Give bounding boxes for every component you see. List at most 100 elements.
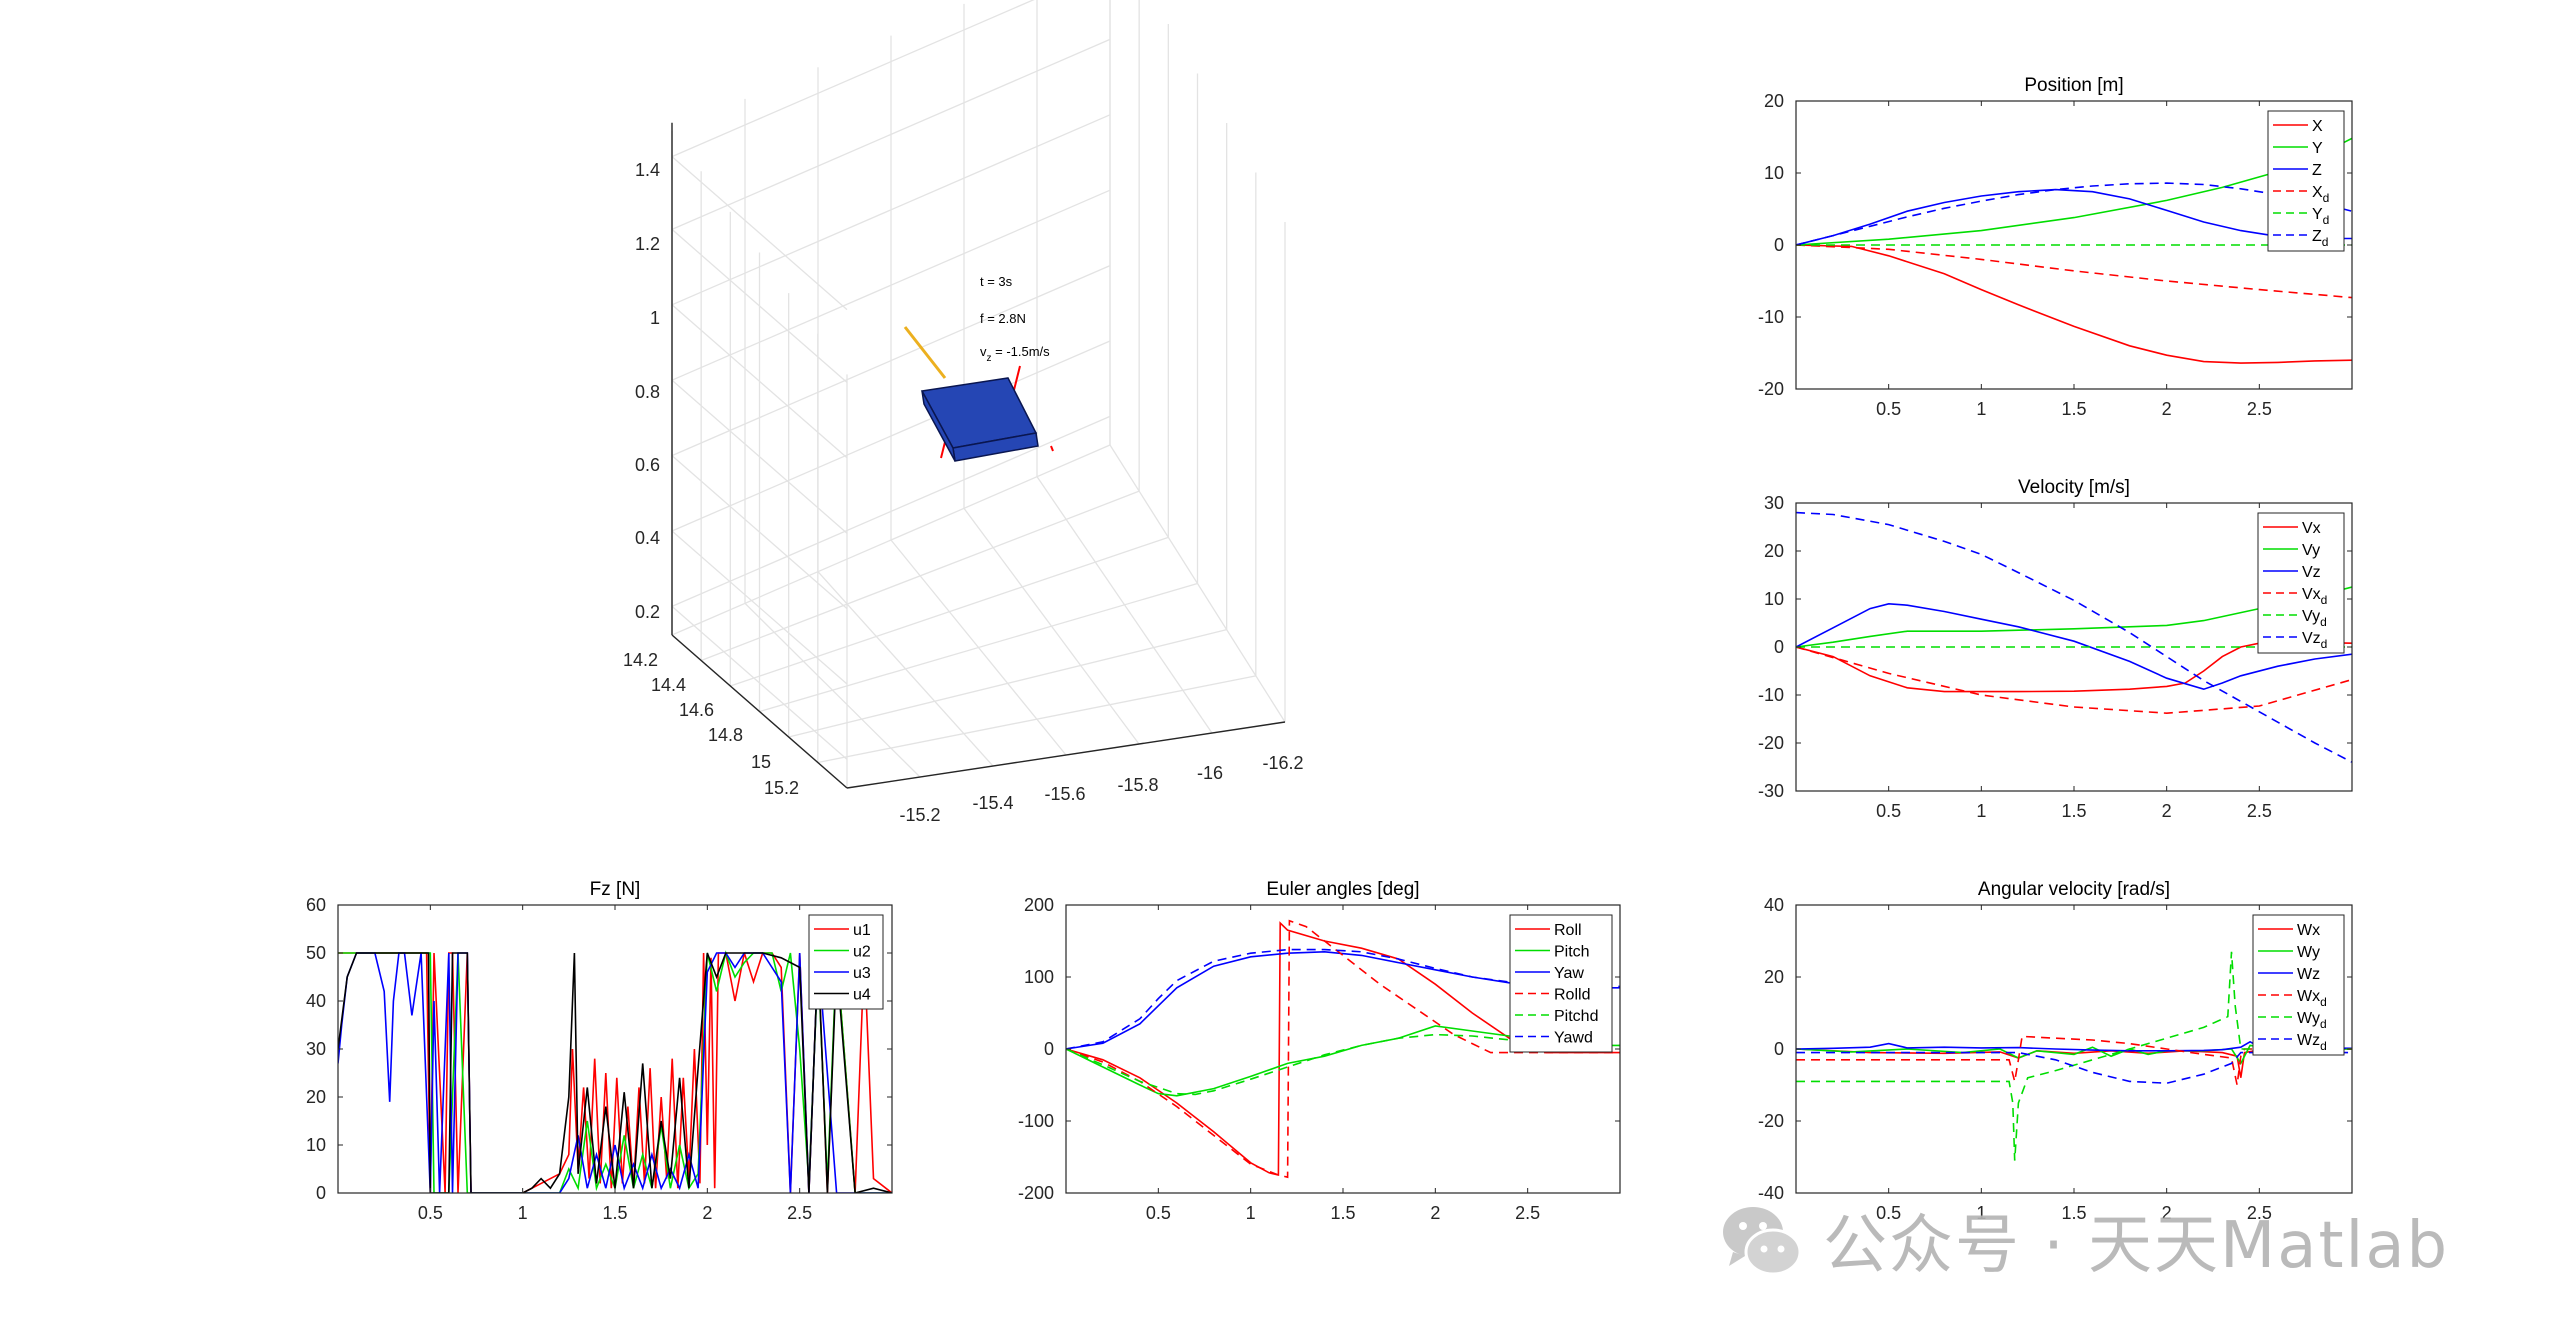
- y-tick-label: 10: [306, 1135, 326, 1155]
- legend-label-main: Wz: [2297, 1032, 2320, 1049]
- z-tick-label: 0.6: [635, 455, 660, 475]
- axis-marker-red-1: [1013, 365, 1021, 391]
- y-tick-label: 0: [1774, 637, 1784, 657]
- x-tick-label: 2: [2162, 801, 2172, 821]
- left-wall-horizontal: [671, 605, 848, 760]
- y-tick-label: -15.2: [899, 805, 940, 825]
- series-group: [1796, 137, 2352, 364]
- series-group: [1796, 951, 2352, 1161]
- y-tick-label: -40: [1758, 1183, 1784, 1203]
- back-wall-horizontal: [671, 340, 1111, 532]
- legend-label-sub: d: [2321, 637, 2328, 651]
- series-line-x: [1796, 244, 2352, 364]
- x-tick-label: 1.5: [2061, 399, 2086, 419]
- floor-grid-line: [788, 629, 1227, 738]
- legend-label: Vx: [2302, 520, 2321, 537]
- y-tick-label: -20: [1758, 379, 1784, 399]
- y-tick-label: -16: [1197, 763, 1223, 783]
- legend-box: [2257, 512, 2345, 654]
- series-line-pitchd: [1066, 1033, 1620, 1096]
- x-tick-label: 1: [1976, 801, 1986, 821]
- y-tick-label: -100: [1018, 1111, 1054, 1131]
- z-tick-label: 0.4: [635, 528, 660, 548]
- series-line-wz-d: [1796, 1051, 2352, 1085]
- floor-grid-line: [759, 582, 1198, 713]
- x-tick-label: 1: [1976, 399, 1986, 419]
- back-wall-horizontal: [671, 0, 1035, 158]
- left-wall-horizontal: [671, 228, 848, 383]
- legend-label: Vyd: [2302, 608, 2327, 629]
- series-line-vz-d: [1796, 511, 2352, 763]
- legend-label-sub: d: [2323, 191, 2330, 205]
- back-wall-horizontal: [671, 189, 1111, 381]
- y-tick-label: 20: [1764, 91, 1784, 111]
- legend-box: [1509, 914, 1613, 1053]
- fz-chart: Fz [N] 0.5 1 1.5 2 2.5 0 10 20 30 40 50 60 u1 u2 u3 u4: [306, 879, 893, 1223]
- legend-label-main: Vx: [2302, 586, 2321, 603]
- floor-grid-line: [700, 490, 1140, 662]
- back-wall-horizontal: [671, 114, 1111, 306]
- watermark: 公众号 · 天天Matlab: [1715, 1185, 2555, 1295]
- series-line-wy-d: [1796, 951, 2352, 1161]
- x-tick-label: 14.4: [651, 675, 686, 695]
- y-tick-label: -15.8: [1117, 775, 1158, 795]
- legend-label: u2: [853, 944, 871, 961]
- angular-velocity-chart: Angular velocity [rad/s] 0.5 1 1.5 2 2.5 -40 -2…: [1758, 879, 2353, 1223]
- series-line-z: [1796, 188, 2352, 246]
- legend-label: Vy: [2302, 542, 2320, 559]
- vz-subscript: z: [987, 353, 992, 364]
- velocity-chart: Velocity [m/s] 0.5 1 1.5 2 2.5 -30 -20 -10 0 10 20 3…: [1758, 477, 2353, 821]
- series-line-x-d: [1796, 244, 2352, 299]
- y-tick-label: -30: [1758, 781, 1784, 801]
- force-annotation: f = 2.8N: [980, 311, 1026, 326]
- y-tick-label: 50: [306, 943, 326, 963]
- legend-label: X: [2312, 118, 2323, 135]
- legend-label: Z: [2312, 162, 2322, 179]
- x-tick-label: 2: [2162, 1203, 2172, 1223]
- vz-prefix: v: [980, 344, 987, 359]
- legend-label: Pitch: [1554, 944, 1590, 961]
- legend-label: Vxd: [2302, 586, 2327, 607]
- x-tick-label: 1.5: [602, 1203, 627, 1223]
- z-tick-label: 0.2: [635, 602, 660, 622]
- position-chart: Position [m]0.5 1 1.5 2 2.5-20-1001020XYZXdY…: [1758, 75, 2353, 419]
- x-tick-label: 0.5: [1146, 1203, 1171, 1223]
- x-tick-label: 1.5: [2061, 1203, 2086, 1223]
- series-group: [1796, 511, 2352, 763]
- legend-label: Xd: [2312, 184, 2329, 205]
- x-tick-label: 0.5: [418, 1203, 443, 1223]
- legend-label: u4: [853, 987, 871, 1004]
- legend-label: Wxd: [2297, 988, 2327, 1009]
- legend-label: Vzd: [2302, 630, 2327, 651]
- y-tick-label: -200: [1018, 1183, 1054, 1203]
- legend-box: [2252, 914, 2345, 1056]
- chart-title: Velocity [m/s]: [2018, 477, 2130, 498]
- vz-suffix: = -1.5m/s: [992, 344, 1051, 359]
- chart-title: Angular velocity [rad/s]: [1978, 879, 2170, 900]
- z-tick-label: 0.8: [635, 382, 660, 402]
- y-tick-label: 200: [1024, 895, 1054, 915]
- legend-label-sub: d: [2320, 1017, 2327, 1031]
- legend-label: Pitchd: [1554, 1008, 1598, 1025]
- x-tick-label: 1: [1246, 1203, 1256, 1223]
- y-tick-label: 0: [316, 1183, 326, 1203]
- legend-label: Zd: [2312, 228, 2328, 249]
- time-annotation: t = 3s: [980, 274, 1013, 289]
- legend-label: Wx: [2297, 922, 2320, 939]
- y-tick-label: 30: [306, 1039, 326, 1059]
- y-tick-label: -20: [1758, 1111, 1784, 1131]
- x-tick-label: 1.5: [1330, 1203, 1355, 1223]
- quad-body-side: [921, 390, 956, 462]
- legend-label: Wy: [2297, 944, 2320, 961]
- y-tick-label: -10: [1758, 685, 1784, 705]
- legend-label: Vz: [2302, 564, 2321, 581]
- y-tick-label: 30: [1764, 493, 1784, 513]
- legend-label-sub: d: [2320, 615, 2327, 629]
- x-tick-label: 2.5: [787, 1203, 812, 1223]
- series-line-roll: [1066, 921, 1620, 1177]
- x-tick-label: 1: [518, 1203, 528, 1223]
- x-tick-label: 2.5: [2247, 801, 2272, 821]
- legend-label-main: Y: [2312, 206, 2323, 223]
- x-tick-label: 0.5: [1876, 801, 1901, 821]
- thrust-vector: [903, 326, 947, 379]
